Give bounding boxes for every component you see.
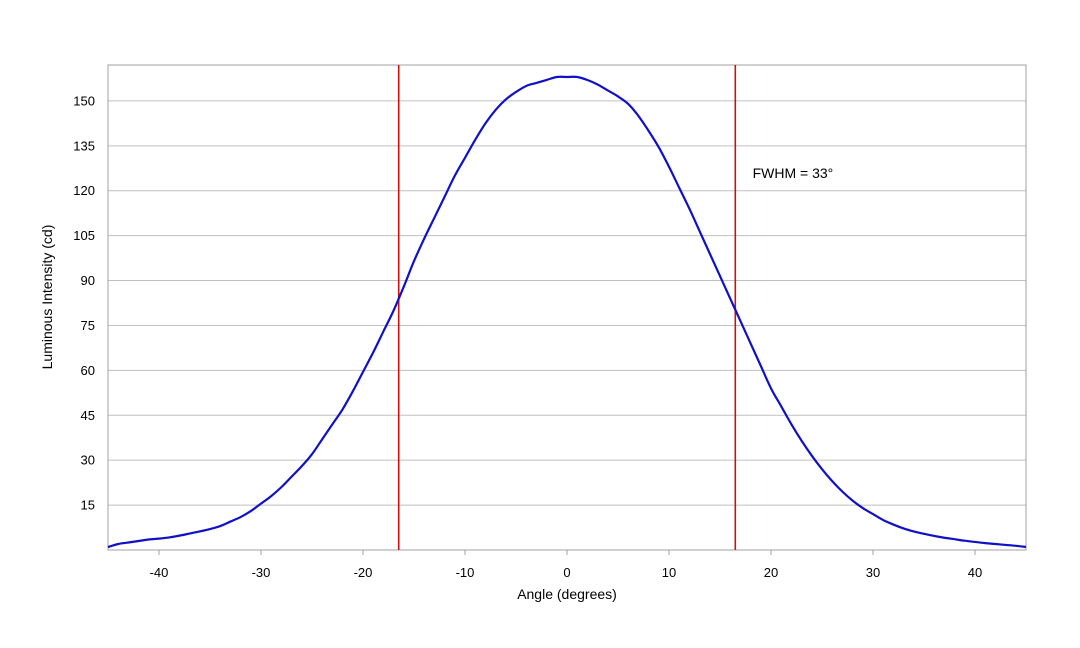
x-axis-title: Angle (degrees) bbox=[517, 586, 617, 602]
y-axis-title: Luminous Intensity (cd) bbox=[39, 225, 55, 370]
x-tick-label: -10 bbox=[456, 565, 475, 580]
x-tick-label: -30 bbox=[252, 565, 271, 580]
y-tick-label: 135 bbox=[73, 138, 95, 153]
luminous-intensity-curve bbox=[107, 75, 1027, 549]
y-tick-label: 15 bbox=[81, 498, 95, 513]
x-tick-label: 30 bbox=[866, 565, 880, 580]
annotations: FWHM = 33° bbox=[753, 165, 834, 181]
y-tick-label: 30 bbox=[81, 453, 95, 468]
x-tick-label: 40 bbox=[968, 565, 982, 580]
y-tick-label: 105 bbox=[73, 228, 95, 243]
fwhm-annotation: FWHM = 33° bbox=[753, 165, 834, 181]
y-tick-label: 120 bbox=[73, 183, 95, 198]
y-tick-label: 150 bbox=[73, 93, 95, 108]
y-tick-labels: 15 30 45 60 75 90 105 120 135 150 bbox=[73, 93, 95, 512]
y-tick-label: 60 bbox=[81, 363, 95, 378]
plot-frame bbox=[107, 64, 1027, 551]
y-tick-label: 90 bbox=[81, 273, 95, 288]
grid bbox=[108, 100, 1026, 506]
x-tick-label: 10 bbox=[662, 565, 676, 580]
y-tick-label: 45 bbox=[81, 408, 95, 423]
x-tick-label: -40 bbox=[150, 565, 169, 580]
x-tick-label: -20 bbox=[354, 565, 373, 580]
x-tick-labels: -40 -30 -20 -10 0 10 20 30 40 bbox=[150, 550, 982, 580]
x-tick-label: 20 bbox=[764, 565, 778, 580]
y-tick-label: 75 bbox=[81, 318, 95, 333]
x-tick-label: 0 bbox=[563, 565, 570, 580]
fwhm-markers bbox=[397, 65, 737, 550]
